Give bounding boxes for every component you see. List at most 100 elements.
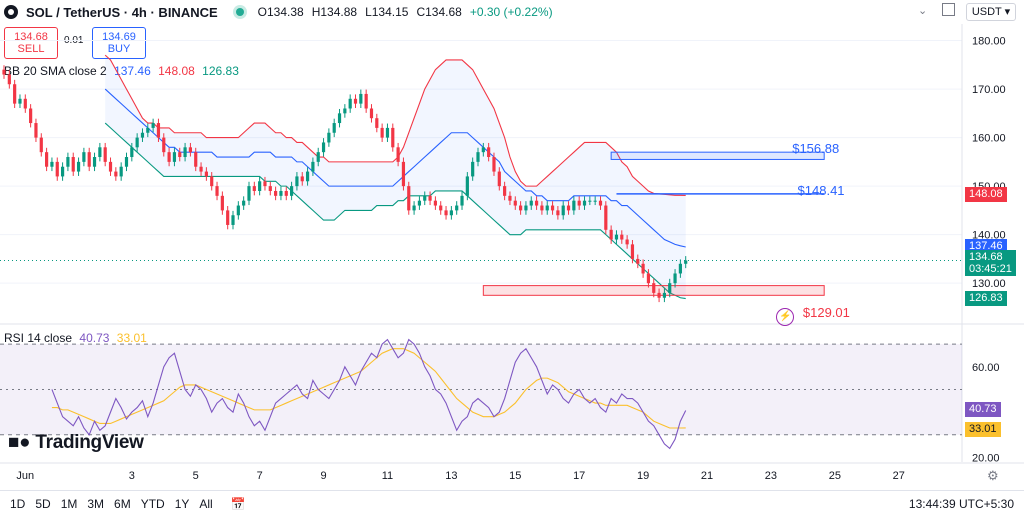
candle-body <box>39 137 43 153</box>
collapse-icon[interactable]: ⌄ <box>918 5 928 17</box>
date-range-icon[interactable]: 📅 <box>230 497 246 511</box>
candle-body <box>258 181 262 191</box>
candle-body <box>343 108 347 114</box>
price-tick-label: 140.00 <box>972 230 1006 242</box>
candle-body <box>481 147 485 153</box>
candle-body <box>423 195 427 201</box>
candle-body <box>103 147 107 162</box>
level-mid-label: $148.41 <box>797 183 845 199</box>
candle-body <box>210 176 214 187</box>
rsi-tick-label: 20.00 <box>972 452 1000 464</box>
ohlc-open: O134.38 <box>257 5 304 19</box>
candle-body <box>332 123 336 133</box>
candle-body <box>119 166 123 177</box>
candle-body <box>471 161 475 177</box>
range-1y[interactable]: 1Y <box>174 497 190 511</box>
candle-body <box>108 161 113 172</box>
candle-body <box>29 108 33 124</box>
candle-body <box>609 229 613 240</box>
candle-body <box>348 98 352 109</box>
symbol-title[interactable]: SOL / TetherUS · 4h · BINANCE <box>26 4 218 20</box>
alert-bolt-icon[interactable]: ⚡ <box>776 308 795 327</box>
bb-legend[interactable]: BB 20 SMA close 2 137.46 148.08 126.83 <box>4 64 239 78</box>
candle-body <box>220 195 224 211</box>
candle-body <box>135 137 139 148</box>
candle-body <box>23 98 27 109</box>
tradingview-logo[interactable]: ■● TradingView <box>8 432 144 454</box>
candle-body <box>231 215 235 225</box>
candle-body <box>598 200 603 206</box>
candle-body <box>412 205 416 211</box>
range-1m[interactable]: 1M <box>60 497 78 511</box>
time-tick-label: 21 <box>701 470 713 482</box>
candle-body <box>433 200 437 206</box>
candle-body <box>513 200 517 206</box>
candle-body <box>289 186 294 196</box>
candle-body <box>2 69 6 75</box>
maximize-icon[interactable] <box>942 3 955 16</box>
candle-body <box>236 205 240 216</box>
candle-body <box>204 171 208 177</box>
candle-body <box>242 200 246 206</box>
time-tick-label: 17 <box>573 470 585 482</box>
candle-body <box>588 200 592 202</box>
candle-body <box>678 263 682 274</box>
candle-body <box>492 157 496 172</box>
time-tick-label: Jun <box>16 470 34 482</box>
candle-body <box>327 132 331 143</box>
rsi-legend[interactable]: RSI 14 close 40.73 33.01 <box>4 331 147 345</box>
market-status-icon[interactable] <box>235 8 244 16</box>
price-tick-label: 170.00 <box>972 84 1006 96</box>
candle-body <box>300 176 304 182</box>
candle-body <box>279 190 283 196</box>
sell-button[interactable]: 134.68 SELL <box>4 27 58 59</box>
gear-icon[interactable]: ⚙ <box>987 468 999 483</box>
candle-body <box>396 147 400 162</box>
candle-body <box>199 166 203 172</box>
candle-body <box>151 123 155 128</box>
solana-logo-icon <box>4 5 18 19</box>
level-low-label: $129.01 <box>802 305 850 321</box>
bb-lower-line <box>104 122 686 300</box>
candle-body <box>572 200 576 211</box>
candle-body <box>407 186 411 211</box>
candle-body <box>114 171 118 177</box>
range-all[interactable]: All <box>199 497 213 511</box>
range-1d[interactable]: 1D <box>10 497 26 511</box>
candle-body <box>364 93 368 109</box>
range-5d[interactable]: 5D <box>35 497 51 511</box>
candle-body <box>503 186 507 196</box>
bb-upper-line <box>104 54 686 196</box>
currency-selector[interactable]: USDT ▾ <box>966 3 1016 21</box>
candle-body <box>55 161 59 177</box>
clock[interactable]: 13:44:39 UTC+5:30 <box>908 497 1014 511</box>
buy-price: 134.69 <box>102 31 136 43</box>
bb-lower-tag: 126.83 <box>965 290 1007 306</box>
candle-body <box>497 171 501 187</box>
last-price-value: 134.68 <box>969 251 1003 264</box>
candle-body <box>18 98 22 104</box>
range-6m[interactable]: 6M <box>114 497 131 511</box>
candle-body <box>71 157 75 172</box>
bb-basis-tag: 137.46 <box>965 238 1007 254</box>
candle-body <box>668 283 672 293</box>
candle-body <box>577 200 581 206</box>
candle-body <box>284 190 288 196</box>
chart-header: SOL / TetherUS · 4h · BINANCE O134.38 H1… <box>0 0 960 24</box>
rsi-tick-label: 60.00 <box>972 362 1000 374</box>
chevron-down-icon: ▾ <box>1004 6 1011 18</box>
candle-body <box>620 234 624 240</box>
range-ytd[interactable]: YTD <box>140 497 165 511</box>
candle-body <box>172 152 177 162</box>
buy-button[interactable]: 134.69 BUY <box>92 27 146 59</box>
candle-body <box>582 200 587 206</box>
candle-body <box>428 195 432 201</box>
candle-body <box>268 186 272 191</box>
range-3m[interactable]: 3M <box>87 497 105 511</box>
time-tick-label: 3 <box>129 470 135 482</box>
candle-body <box>45 152 49 167</box>
price-tick-label: 160.00 <box>972 133 1006 145</box>
candle-body <box>146 127 150 133</box>
candle-body <box>625 239 629 245</box>
